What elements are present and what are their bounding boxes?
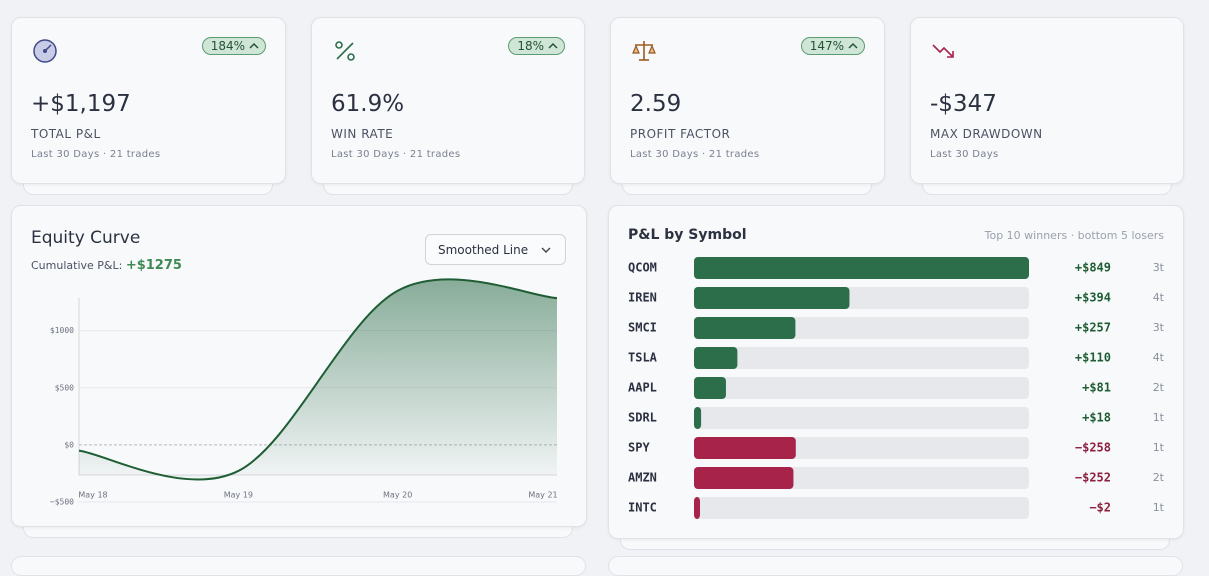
card-stack [11,556,586,576]
value-label: +$18 [1082,411,1111,425]
bar-track [694,497,1029,519]
bar [694,467,794,489]
stat-note: Last 30 Days · 21 trades [630,149,760,160]
badge: 184% [201,37,266,55]
value-label: +$394 [1075,291,1111,305]
chart-subtitle: Cumulative P&L: [31,259,123,272]
bar [694,377,726,399]
stat-note: Last 30 Days · 21 trades [331,149,461,160]
stat-note: Last 30 Days [930,149,999,160]
symbol-label: SMCI [628,321,657,335]
trade-count: 4t [1153,291,1165,304]
x-tick-label: May 19 [224,491,253,500]
chart-title: Equity Curve [31,228,141,248]
bar [694,347,738,369]
bar [694,287,850,309]
value-label: +$81 [1082,381,1111,395]
stat-value: 61.9% [331,91,405,117]
icon [33,39,57,63]
badge-text: 18% [517,39,544,53]
icon [632,41,656,61]
badge: 18% [508,37,565,55]
symbol-card: P&L by Symbol Top 10 winners · bottom 5 … [608,205,1184,539]
stat-label: MAX DRAWDOWN [930,127,1043,141]
value-label: +$257 [1075,321,1111,335]
symbol-label: SDRL [628,411,657,425]
value-label: +$849 [1075,261,1111,275]
icon [932,44,954,58]
line [78,278,558,481]
stat-card: 18% 61.9% WIN RATE Last 30 Days · 21 tra… [311,17,585,184]
stat-value: 2.59 [630,91,682,117]
area [79,279,557,480]
trade-count: 2t [1153,381,1165,394]
equity-chart: −$500 $0 $500 $1000 May 18 May 19 May 20 May 21 [50,278,558,507]
bar-track [694,407,1029,429]
symbol-chart: P&L by Symbol Top 10 winners · bottom 5 … [628,227,1165,519]
icon [335,41,355,61]
symbol-label: QCOM [628,261,657,275]
stat-card: 147% 2.59 PROFIT FACTOR Last 30 Days · 2… [610,17,885,184]
badge: 147% [800,37,865,55]
y-tick-label: $1000 [50,326,74,335]
stat-value: +$1,197 [31,91,131,117]
stat-label: TOTAL P&L [31,127,101,141]
trade-count: 1t [1153,411,1165,424]
symbol-label: SPY [628,441,650,455]
stat-card: 184% +$1,197 TOTAL P&L Last 30 Days · 21… [11,17,286,184]
trade-count: 4t [1153,351,1165,364]
dropdown[interactable]: Smoothed Line [425,234,566,265]
trade-count: 3t [1153,321,1165,334]
chart-note: Top 10 winners · bottom 5 losers [984,229,1165,242]
trade-count: 2t [1153,471,1165,484]
symbol-label: IREN [628,291,657,305]
equity-card: Equity Curve Cumulative P&L: +$1275 Smoo… [11,205,587,527]
bar [694,437,796,459]
bar-track [694,377,1029,399]
symbol-label: AMZN [628,471,657,485]
bar [694,407,702,429]
stat-card: -$347 MAX DRAWDOWN Last 30 Days [910,17,1184,184]
trade-count: 3t [1153,261,1165,274]
x-tick-label: May 21 [528,491,557,500]
symbol-label: AAPL [628,381,657,395]
bar [694,497,700,519]
x-tick-label: May 20 [383,491,412,500]
symbol-label: TSLA [628,351,658,365]
trade-count: 1t [1153,441,1165,454]
card-stack [608,556,1183,576]
value-label: +$110 [1075,351,1111,365]
y-tick-label: $0 [64,440,74,449]
dropdown-label: Smoothed Line [438,242,529,257]
bar-track [694,347,1029,369]
chart-title: P&L by Symbol [628,227,747,243]
stat-value: -$347 [930,91,997,117]
value-label: −$258 [1075,441,1111,455]
stat-note: Last 30 Days · 21 trades [31,149,161,160]
value-label: −$2 [1089,501,1111,515]
subtitle-value: +$1275 [125,258,182,273]
symbol-label: INTC [628,501,657,515]
page: 184% +$1,197 TOTAL P&L Last 30 Days · 21… [11,17,1184,576]
value-label: −$252 [1075,471,1111,485]
y-tick-label: $500 [55,383,74,392]
x-tick-label: May 18 [78,491,107,500]
bar [694,317,796,339]
y-tick-label: −$500 [50,498,74,507]
badge-text: 147% [809,39,844,53]
badge-text: 184% [210,39,245,53]
trade-count: 1t [1153,501,1165,514]
stat-label: PROFIT FACTOR [630,127,731,141]
bar [694,257,1029,279]
stat-label: WIN RATE [331,127,394,141]
